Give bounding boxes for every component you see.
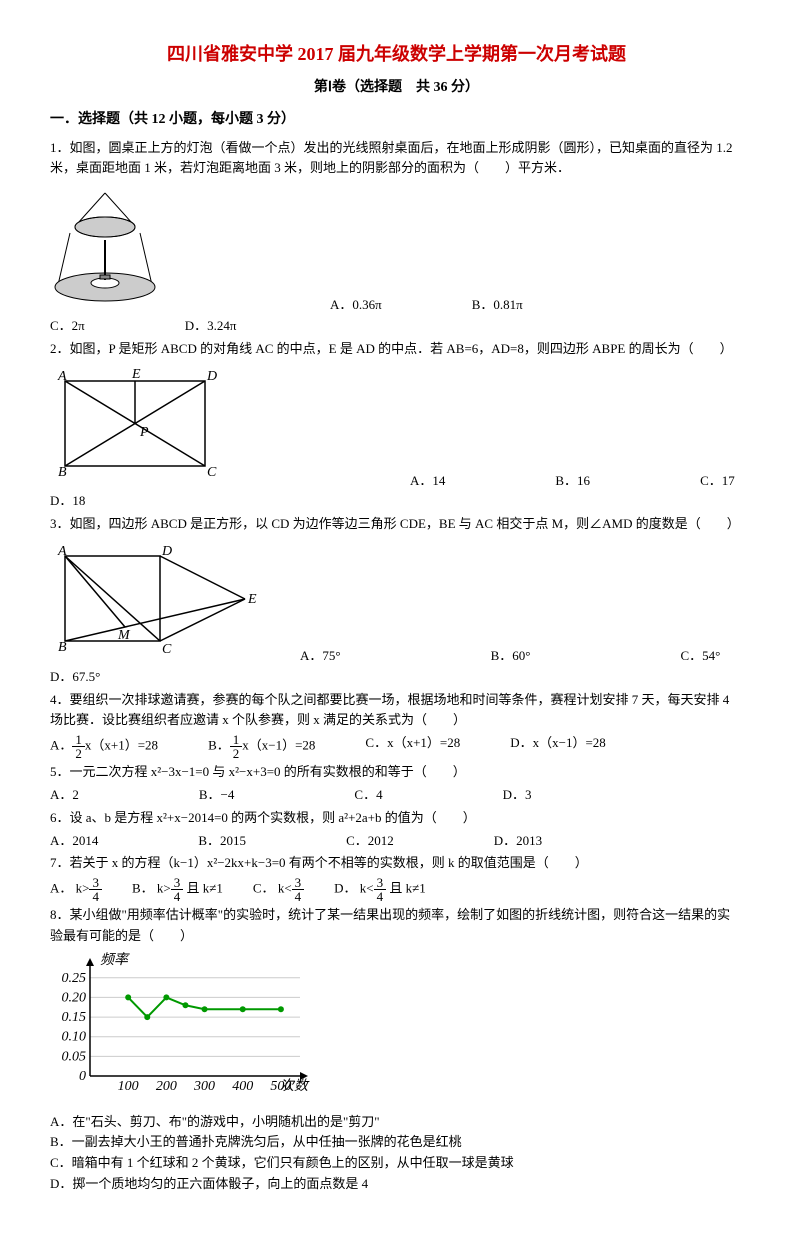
q8-opt-c: C．暗箱中有 1 个红球和 2 个黄球，它们只有颜色上的区别，从中任取一球是黄球 (50, 1153, 743, 1174)
q1-figure (50, 185, 160, 312)
q5-opt-c: C．4 (354, 785, 382, 806)
svg-text:C: C (207, 465, 217, 480)
svg-text:0: 0 (79, 1069, 86, 1084)
q5-opt-b: B．−4 (199, 785, 235, 806)
q2-figure-row: A E D B C P A．14 B．16 C．17 (50, 362, 743, 492)
q3-opt-c: C．54° (680, 646, 720, 667)
page-subtitle: 第Ⅰ卷（选择题 共 36 分） (50, 77, 743, 99)
q7-opt-c: C． k<34 (253, 876, 304, 903)
svg-text:D: D (206, 369, 217, 384)
svg-text:0.15: 0.15 (62, 1010, 87, 1025)
svg-text:E: E (247, 592, 257, 607)
question-1: 1．如图，圆桌正上方的灯泡（看做一个点）发出的光线照射桌面后，在地面上形成阴影（… (50, 138, 743, 180)
q1-figure-row: A．0.36π B．0.81π (50, 181, 743, 316)
svg-text:C: C (162, 642, 172, 656)
svg-text:0.10: 0.10 (62, 1029, 87, 1044)
svg-text:0.20: 0.20 (62, 990, 87, 1005)
q6-options: A．2014 B．2015 C．2012 D．2013 (50, 831, 743, 852)
q6-opt-b: B．2015 (198, 831, 246, 852)
question-7: 7．若关于 x 的方程（k−1）x²−2kx+k−3=0 有两个不相等的实数根，… (50, 853, 743, 874)
q4-opt-b: B．12x（x−1）=28 (208, 733, 315, 760)
svg-text:次数: 次数 (280, 1078, 310, 1094)
q5-opt-a: A．2 (50, 785, 79, 806)
q2-opt-c: C．17 (700, 471, 735, 492)
q2-figure: A E D B C P (50, 366, 220, 488)
q1-opt-c: C．2π (50, 316, 85, 337)
svg-text:频率: 频率 (100, 952, 130, 968)
q7-opt-a: A． k>34 (50, 876, 102, 903)
section-header: 一．选择题（共 12 小题，每小题 3 分） (50, 109, 743, 131)
svg-text:A: A (57, 369, 67, 384)
question-6: 6．设 a、b 是方程 x²+x−2014=0 的两个实数根，则 a²+2a+b… (50, 808, 743, 829)
svg-text:B: B (58, 640, 67, 655)
q8-opt-d: D．掷一个质地均匀的正六面体骰子，向上的面点数是 4 (50, 1174, 743, 1195)
q2-opt-d: D．18 (50, 491, 743, 512)
svg-text:A: A (57, 544, 67, 559)
q2-options-abc: A．14 B．16 C．17 (230, 471, 735, 492)
q4-opt-c: C．x（x+1）=28 (365, 733, 460, 760)
q7-opt-d: D． k<34 且 k≠1 (334, 876, 426, 903)
q3-figure: A D B C E M (50, 541, 270, 663)
q6-opt-a: A．2014 (50, 831, 98, 852)
svg-text:200: 200 (156, 1079, 177, 1094)
q2-opt-a: A．14 (410, 471, 445, 492)
question-4: 4．要组织一次排球邀请赛，参赛的每个队之间都要比赛一场，根据场地和时间等条件，赛… (50, 690, 743, 732)
svg-text:0.05: 0.05 (62, 1049, 87, 1064)
svg-text:P: P (139, 425, 149, 440)
q7-options: A． k>34 B． k>34 且 k≠1 C． k<34 D． k<34 且 … (50, 876, 743, 903)
q5-options: A．2 B．−4 C．4 D．3 (50, 785, 743, 806)
q8-chart: 00.050.100.150.200.25100200300400500频率次数 (50, 951, 743, 1108)
svg-text:300: 300 (193, 1079, 215, 1094)
svg-text:0.25: 0.25 (62, 971, 87, 986)
q1-opt-b: B．0.81π (472, 295, 523, 316)
q3-opt-a: A．75° (300, 646, 341, 667)
svg-text:400: 400 (232, 1079, 253, 1094)
q4-opt-d: D．x（x−1）=28 (510, 733, 606, 760)
question-2: 2．如图，P 是矩形 ABCD 的对角线 AC 的中点，E 是 AD 的中点．若… (50, 339, 743, 360)
q7-opt-b: B． k>34 且 k≠1 (132, 876, 223, 903)
q3-opt-d: D．67.5° (50, 667, 743, 688)
q3-options-abc: A．75° B．60° C．54° (280, 646, 720, 667)
page-title: 四川省雅安中学 2017 届九年级数学上学期第一次月考试题 (50, 40, 743, 69)
q3-figure-row: A D B C E M A．75° B．60° C．54° (50, 537, 743, 667)
svg-text:100: 100 (118, 1079, 139, 1094)
question-8: 8．某小组做"用频率估计概率"的实验时，统计了某一结果出现的频率，绘制了如图的折… (50, 905, 743, 947)
q4-options: A．12x（x+1）=28 B．12x（x−1）=28 C．x（x+1）=28 … (50, 733, 743, 760)
svg-text:M: M (117, 628, 131, 643)
svg-text:E: E (131, 367, 141, 382)
q6-opt-d: D．2013 (494, 831, 542, 852)
svg-text:D: D (161, 544, 172, 559)
q6-opt-c: C．2012 (346, 831, 394, 852)
question-3: 3．如图，四边形 ABCD 是正方形，以 CD 为边作等边三角形 CDE，BE … (50, 514, 743, 535)
q1-opt-d: D．3.24π (185, 316, 237, 337)
q1-options-ab: A．0.36π B．0.81π (170, 295, 523, 316)
q2-opt-b: B．16 (555, 471, 590, 492)
q5-opt-d: D．3 (503, 785, 532, 806)
q4-opt-a: A．12x（x+1）=28 (50, 733, 158, 760)
q8-opt-b: B．一副去掉大小王的普通扑克牌洗匀后，从中任抽一张牌的花色是红桃 (50, 1132, 743, 1153)
svg-text:B: B (58, 465, 67, 480)
q3-opt-b: B．60° (491, 646, 531, 667)
question-5: 5．一元二次方程 x²−3x−1=0 与 x²−x+3=0 的所有实数根的和等于… (50, 762, 743, 783)
q1-opt-a: A．0.36π (330, 295, 382, 316)
q1-options-cd: C．2π D．3.24π (50, 316, 743, 337)
